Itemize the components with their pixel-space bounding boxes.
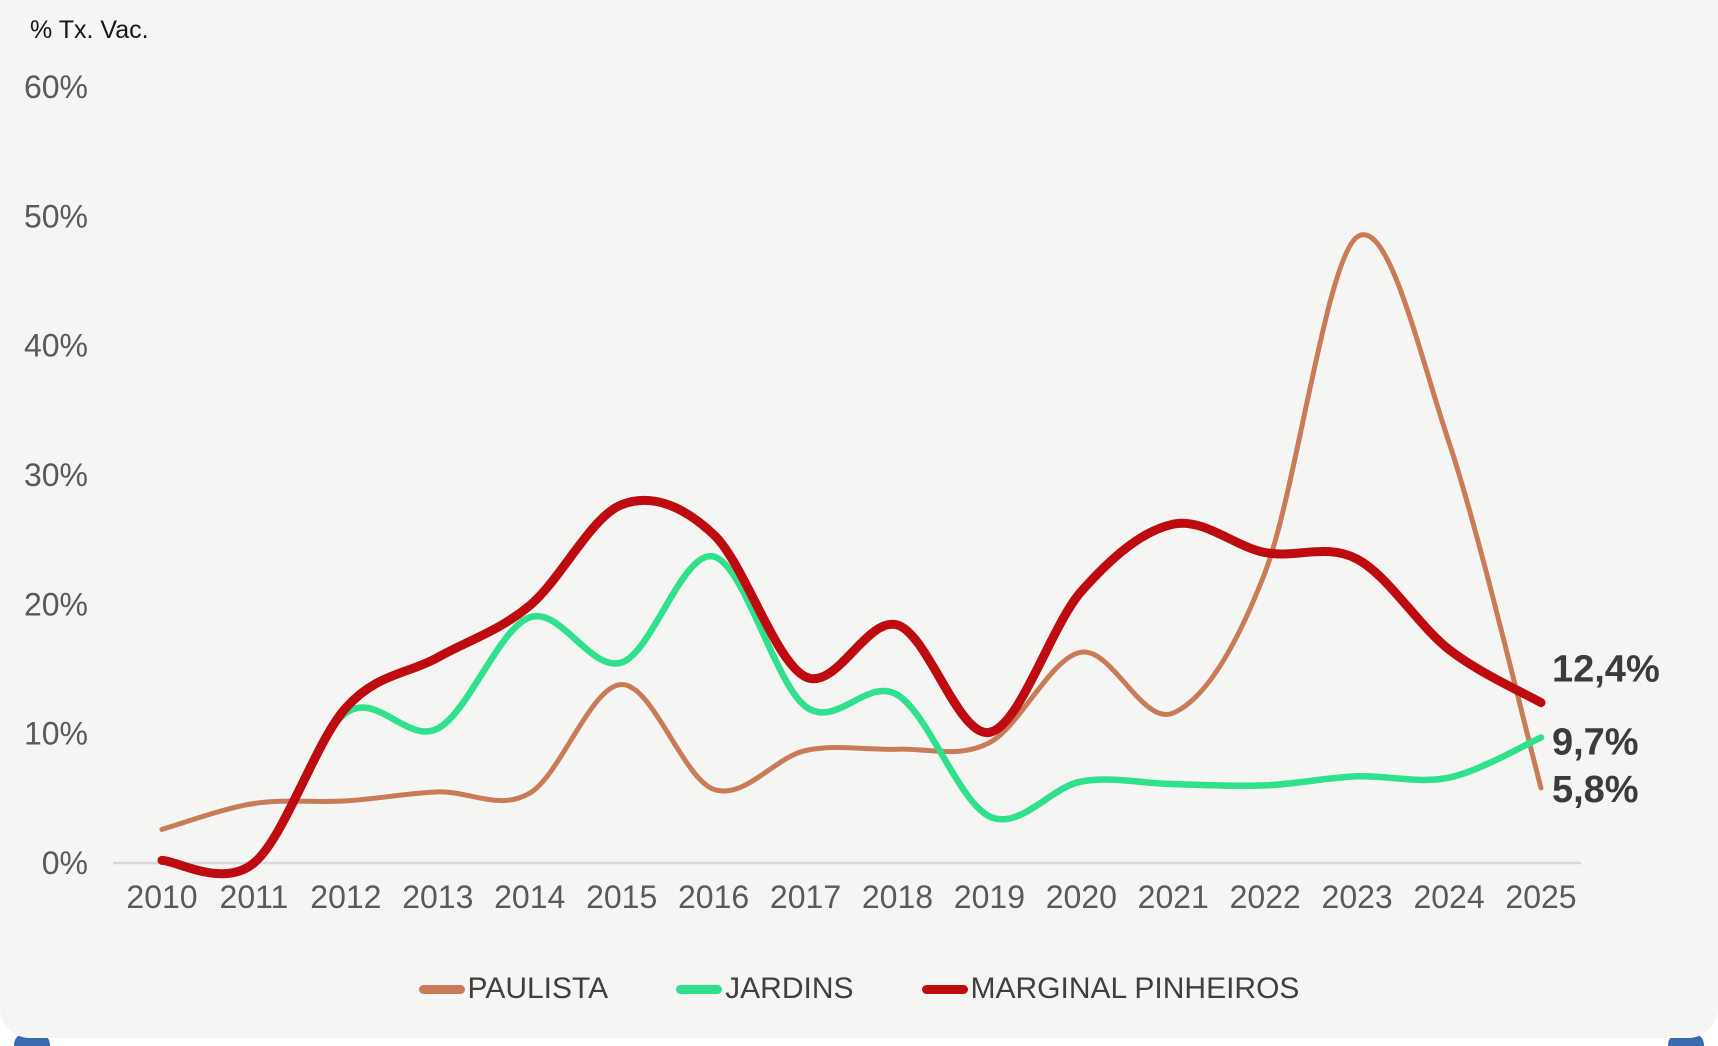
legend-item-jardins: JARDINS [676,972,854,1006]
y-axis-tick-label: 60% [24,69,88,105]
series-end-label-marginal-pinheiros: 12,4% [1552,649,1660,691]
series-end-label-paulista: 5,8% [1552,769,1639,811]
y-axis-tick-label: 40% [24,328,88,364]
x-axis-tick-label: 2025 [1505,879,1576,915]
legend-label-paulista: PAULISTA [467,972,609,1005]
chart-legend: PAULISTA JARDINS MARGINAL PINHEIROS [0,964,1718,1014]
series-line-jardins [158,553,1545,877]
y-axis-tick-label: 50% [24,198,88,234]
x-axis-tick-label: 2019 [954,879,1025,915]
x-axis-tick-label: 2015 [586,879,657,915]
y-axis-title: % Tx. Vac. [30,16,149,44]
legend-label-marginal-pinheiros: MARGINAL PINHEIROS [970,972,1300,1005]
x-axis-tick-label: 2024 [1413,879,1484,915]
legend-swatch-marginal-pinheiros [921,984,968,994]
y-axis-tick-label: 20% [24,586,88,622]
x-axis-tick-label: 2020 [1046,879,1117,915]
legend-item-paulista: PAULISTA [418,972,609,1006]
y-axis-tick-label: 0% [42,845,88,881]
series-end-label-jardins: 9,7% [1552,722,1639,764]
x-axis-tick-label: 2014 [494,879,565,915]
x-axis-tick-label: 2022 [1230,879,1301,915]
legend-swatch-jardins [676,984,723,994]
x-axis-tick-label: 2016 [678,879,749,915]
legend-item-marginal-pinheiros: MARGINAL PINHEIROS [921,972,1300,1006]
y-axis-tick-label: 10% [24,716,88,752]
x-axis-tick-label: 2013 [402,879,473,915]
x-axis-tick-label: 2021 [1138,879,1209,915]
x-axis-tick-label: 2017 [770,879,841,915]
x-axis-tick-label: 2010 [126,879,197,915]
series-line-paulista [159,232,1544,832]
x-axis-tick-label: 2011 [220,879,289,915]
series-line-marginal-pinheiros [157,495,1546,879]
y-axis-tick-label: 30% [24,457,88,493]
legend-swatch-paulista [418,984,465,994]
legend-label-jardins: JARDINS [725,972,854,1005]
x-axis-tick-label: 2023 [1322,879,1393,915]
x-axis-tick-label: 2012 [310,879,381,915]
x-axis-tick-label: 2018 [862,879,933,915]
